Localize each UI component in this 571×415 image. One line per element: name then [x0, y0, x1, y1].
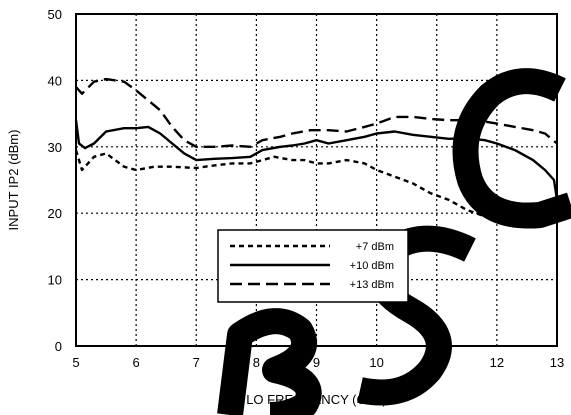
watermark-letter-b — [217, 308, 322, 415]
y-tick-label: 0 — [55, 339, 62, 354]
x-tick-label: 10 — [369, 355, 383, 370]
y-tick-label: 30 — [48, 140, 62, 155]
series-layer — [74, 77, 559, 225]
y-tick-label: 40 — [48, 73, 62, 88]
series-line-3 — [75, 77, 558, 148]
plot-frame — [75, 13, 558, 347]
x-tick-label: 13 — [550, 355, 564, 370]
legend-label: +10 dBm — [350, 260, 394, 272]
y-tick-label: 50 — [48, 7, 62, 22]
x-axis-label: LO FREQUENCY (GHz) — [246, 392, 387, 407]
x-tick-label: 11 — [430, 355, 444, 370]
legend-label: +13 dBm — [350, 279, 394, 291]
legend: +7 dBm +10 dBm +13 dBm — [217, 229, 409, 303]
watermark-letter-c — [452, 68, 571, 229]
x-tick-label: 9 — [313, 355, 320, 370]
series-line-2 — [74, 120, 559, 201]
x-tick-label: 7 — [193, 355, 200, 370]
y-axis-label: INPUT IP2 (dBm) — [6, 130, 21, 231]
legend-label: +7 dBm — [356, 241, 394, 253]
grid — [76, 14, 557, 346]
x-tick-label: 8 — [253, 355, 260, 370]
y-tick-label: 10 — [48, 273, 62, 288]
y-tick-label: 20 — [48, 206, 62, 221]
series-line-1 — [74, 149, 558, 225]
y-tick-labels: 0 10 20 30 40 50 — [48, 7, 62, 354]
x-tick-label: 5 — [72, 355, 79, 370]
x-tick-label: 6 — [133, 355, 140, 370]
x-tick-labels: 5 6 7 8 9 10 11 12 13 — [72, 355, 564, 370]
x-tick-label: 12 — [490, 355, 504, 370]
